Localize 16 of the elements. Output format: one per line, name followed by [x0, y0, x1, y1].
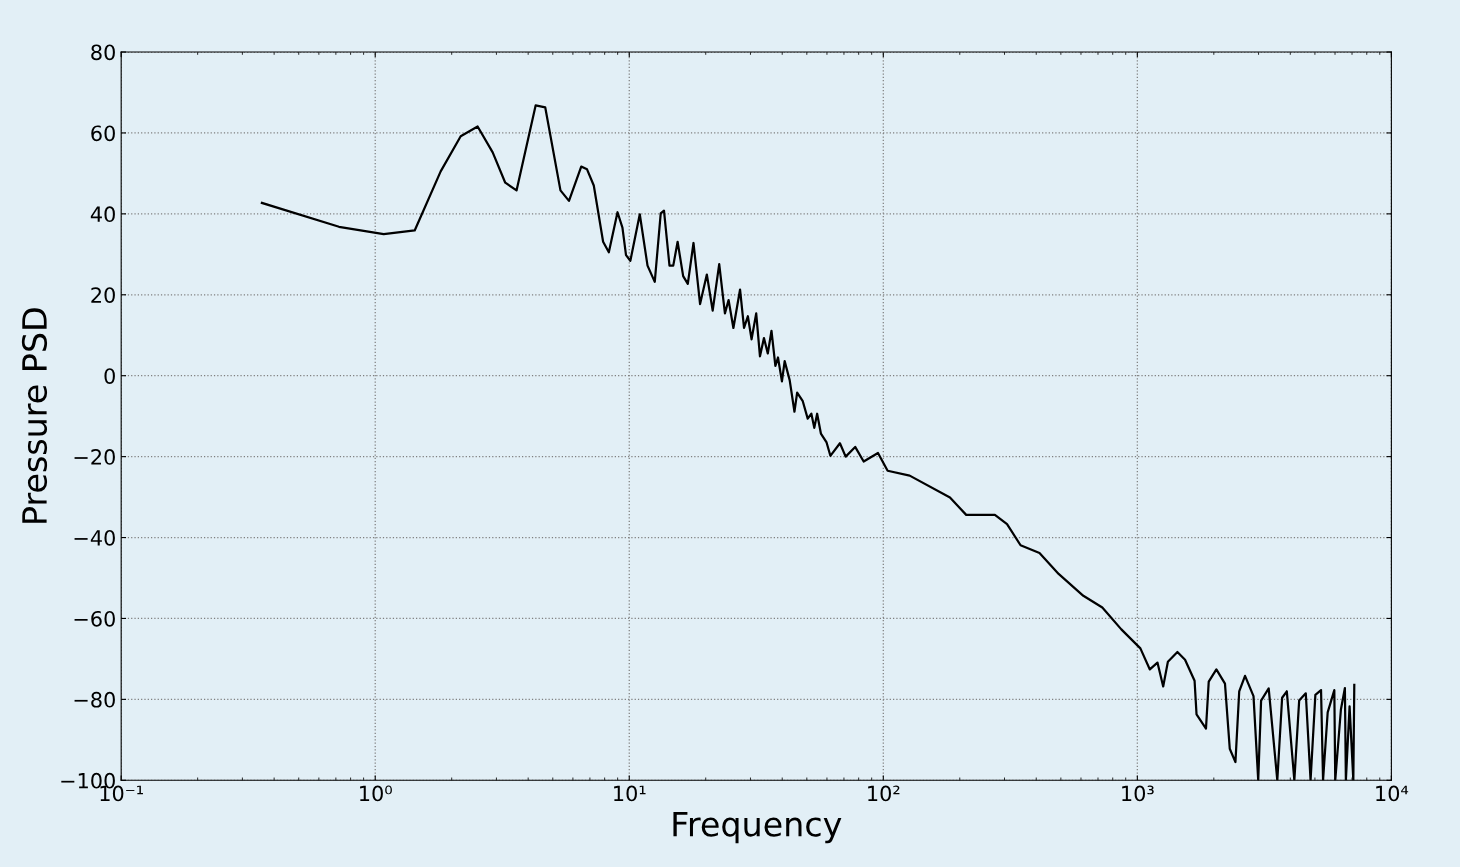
y-axis-title: Pressure PSD	[21, 308, 48, 523]
y-tick-label: −80	[74, 691, 115, 708]
y-tick-label: 80	[91, 44, 115, 61]
x-tick-label: 10³	[1122, 785, 1154, 802]
y-tick-label: 60	[91, 125, 115, 142]
y-tick-label: −40	[74, 529, 115, 546]
y-tick-label: 0	[104, 368, 115, 384]
x-tick-label: 10²	[868, 785, 900, 802]
y-tick-label: −20	[74, 449, 115, 465]
y-tick-label: 40	[90, 206, 115, 223]
x-axis-title: Frequency	[673, 811, 842, 844]
x-tick-label: 10⁴	[1376, 785, 1409, 802]
y-tick-label: −60	[74, 610, 115, 627]
y-tick-label: 20	[91, 287, 115, 303]
x-tick-label: 10⁰	[360, 785, 392, 802]
x-tick-label: 10¹	[614, 785, 646, 802]
